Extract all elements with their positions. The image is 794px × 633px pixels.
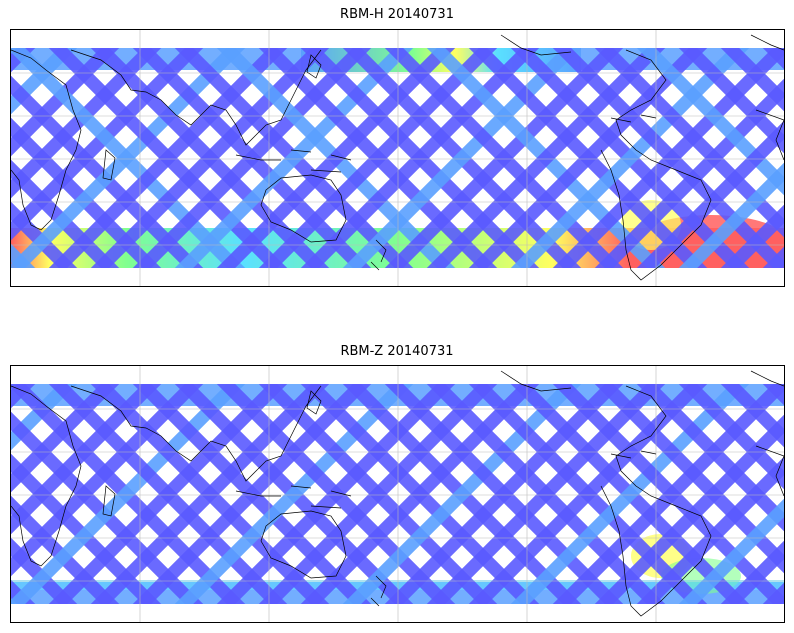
swath-map-rbm-h [11,30,784,286]
map-panel-rbm-h [10,29,785,287]
panel-title-rbm-h: RBM-H 20140731 [340,7,454,22]
swath-layer [11,48,784,268]
panel-title-rbm-z: RBM-Z 20140731 [340,344,454,359]
swath-map-rbm-z [11,366,784,622]
graticule [11,30,784,286]
map-panel-rbm-z [10,365,785,623]
graticule [11,366,784,622]
coastlines [11,370,784,617]
swath-layer [11,384,784,604]
coastlines [11,34,784,281]
